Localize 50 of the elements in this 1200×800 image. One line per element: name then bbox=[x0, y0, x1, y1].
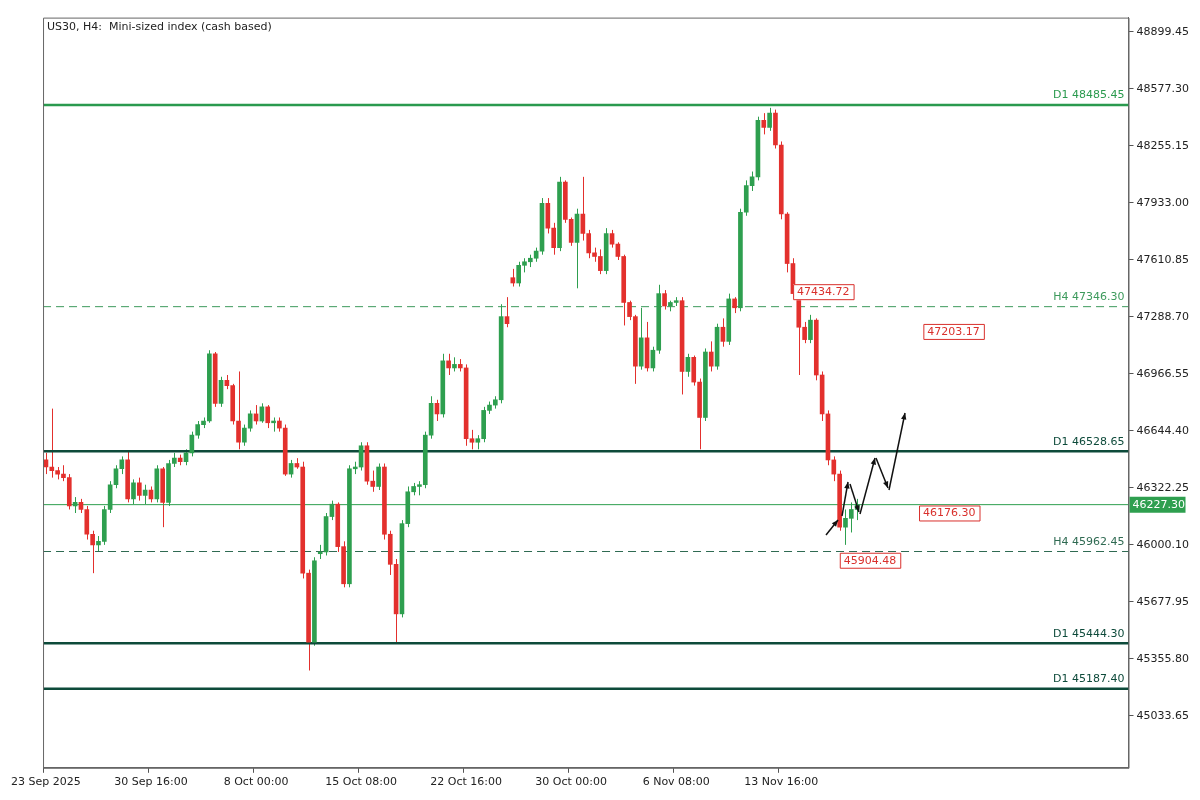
candlestick bbox=[761, 112, 767, 135]
candlestick bbox=[767, 107, 772, 132]
y-tick-label: 47288.70 bbox=[1136, 309, 1190, 323]
y-tick-label: 47610.85 bbox=[1136, 252, 1190, 266]
candlestick bbox=[446, 353, 451, 376]
candlestick bbox=[265, 404, 271, 429]
candlestick bbox=[247, 409, 253, 433]
x-tick-label: 8 Oct 00:00 bbox=[223, 775, 289, 789]
candlestick bbox=[236, 370, 241, 450]
y-tick-label: 46322.25 bbox=[1136, 480, 1190, 494]
candlestick bbox=[808, 314, 813, 344]
candlestick bbox=[370, 470, 376, 493]
x-tick-label: 15 Oct 08:00 bbox=[325, 775, 397, 789]
x-tick-label: 6 Nov 08:00 bbox=[642, 775, 710, 789]
chart-title: US30, H4: Mini-sized index (cash based) bbox=[47, 19, 272, 33]
candlestick bbox=[376, 462, 381, 491]
ref-line-label: H4 47346.30 bbox=[1053, 290, 1125, 304]
candlestick bbox=[469, 429, 475, 450]
annotation: 47434.72 bbox=[797, 285, 850, 299]
candlestick bbox=[551, 222, 557, 256]
annotation: 47203.17 bbox=[927, 324, 980, 338]
y-tick-label: 47933.00 bbox=[1136, 195, 1190, 209]
annotation: 46176.30 bbox=[923, 506, 976, 520]
y-tick-label: 45355.80 bbox=[1136, 651, 1190, 665]
ref-line-label: H4 45962.45 bbox=[1053, 534, 1125, 548]
ref-line-label: D1 45444.30 bbox=[1053, 626, 1125, 640]
x-tick-label: 22 Oct 16:00 bbox=[430, 775, 502, 789]
y-tick-label: 45677.95 bbox=[1136, 594, 1190, 608]
y-tick-label: 48577.30 bbox=[1136, 81, 1190, 95]
candlestick bbox=[662, 289, 667, 311]
x-tick-label: 30 Sep 16:00 bbox=[114, 775, 188, 789]
x-tick-label: 23 Sep 2025 bbox=[11, 775, 81, 789]
x-tick-label: 30 Oct 00:00 bbox=[535, 775, 608, 789]
ref-line-label: D1 48485.45 bbox=[1053, 88, 1125, 102]
ref-line-label: D1 46528.65 bbox=[1053, 434, 1125, 448]
y-tick-label: 48899.45 bbox=[1136, 24, 1190, 38]
y-tick-label: 46644.40 bbox=[1136, 423, 1190, 437]
annotation: 45904.48 bbox=[843, 553, 897, 567]
y-tick-label: 46000.10 bbox=[1136, 537, 1190, 551]
candlestick bbox=[137, 477, 142, 502]
x-tick-label: 13 Nov 16:00 bbox=[744, 775, 819, 789]
candlestick bbox=[831, 455, 837, 482]
y-tick-label: 46966.55 bbox=[1136, 366, 1190, 380]
y-tick-label: 45033.65 bbox=[1136, 708, 1190, 722]
y-tick-label: 48255.15 bbox=[1136, 138, 1190, 152]
ref-line-label: D1 45187.40 bbox=[1053, 672, 1125, 685]
ref-line-label: 46227.30 bbox=[1132, 497, 1186, 511]
candlestick bbox=[271, 416, 276, 433]
candlestick bbox=[708, 340, 714, 372]
candlestick bbox=[242, 424, 247, 447]
